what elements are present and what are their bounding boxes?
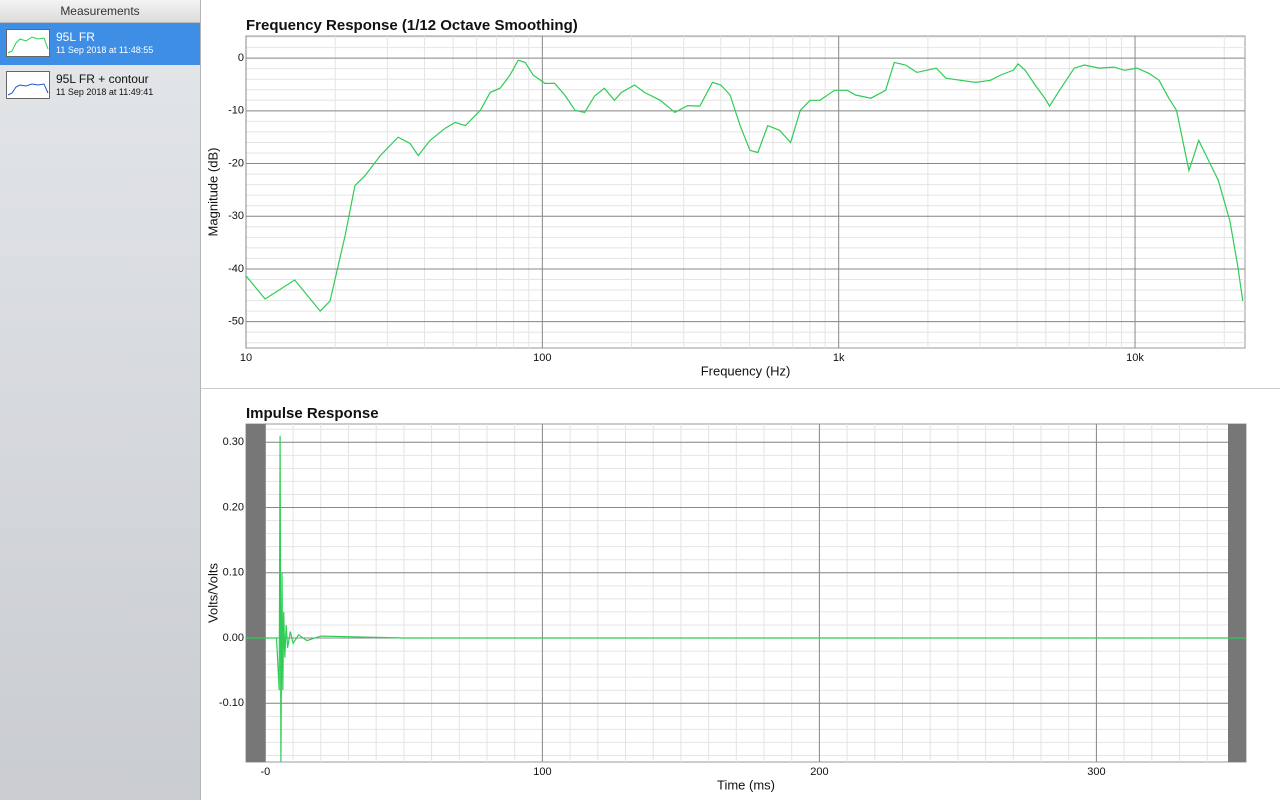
y-tick-label: -10 [228, 105, 244, 117]
chart-title: Frequency Response (1/12 Octave Smoothin… [246, 17, 578, 34]
y-tick-label: 0.30 [223, 436, 244, 448]
x-tick-label: 200 [810, 766, 828, 778]
sidebar-title: Measurements [0, 0, 200, 23]
measurement-date: 11 Sep 2018 at 11:49:41 [56, 87, 154, 97]
thumbnail [6, 71, 50, 99]
window-marker [246, 424, 265, 762]
x-tick-label: 1k [833, 352, 845, 364]
x-tick-label: 10 [240, 352, 252, 364]
data-line [246, 59, 1244, 312]
y-tick-label: -20 [228, 157, 244, 169]
data-line [246, 435, 1246, 762]
y-axis-label: Magnitude (dB) [205, 148, 220, 237]
thumbnail [6, 29, 50, 57]
plot-area [245, 35, 1246, 349]
x-tick-label: 300 [1087, 766, 1105, 778]
y-tick-label: 0 [238, 52, 244, 64]
y-tick-label: 0.20 [223, 501, 244, 513]
x-tick-label: 100 [533, 352, 551, 364]
sidebar: Measurements 95L FR 11 Sep 2018 at 11:48… [0, 0, 201, 800]
y-tick-label: 0.10 [223, 567, 244, 579]
y-tick-label: -30 [228, 210, 244, 222]
measurement-date: 11 Sep 2018 at 11:48:55 [56, 45, 154, 55]
y-tick-label: 0.00 [223, 632, 244, 644]
measurement-name: 95L FR + contour [56, 72, 149, 86]
x-axis-label: Time (ms) [717, 777, 775, 792]
x-tick-label: 10k [1126, 352, 1144, 364]
y-axis-label: Volts/Volts [205, 563, 220, 623]
charts: 10 100 1k 10k 0 -10 -20 -30 -40 -50 Frequency Resp… [201, 17, 1280, 792]
x-tick-label: 100 [533, 766, 551, 778]
chart-title: Impulse Response [246, 405, 379, 422]
measurement-name: 95L FR [56, 30, 95, 44]
y-tick-label: -0.10 [219, 697, 244, 709]
measurement-item[interactable]: 95L FR + contour 11 Sep 2018 at 11:49:41 [0, 65, 200, 107]
x-tick-label: -0 [260, 766, 270, 778]
y-tick-label: -40 [228, 263, 244, 275]
x-axis-label: Frequency (Hz) [701, 363, 791, 378]
measurement-item[interactable]: 95L FR 11 Sep 2018 at 11:48:55 [0, 23, 200, 65]
window-marker [1228, 424, 1246, 762]
y-tick-label: -50 [228, 316, 244, 328]
